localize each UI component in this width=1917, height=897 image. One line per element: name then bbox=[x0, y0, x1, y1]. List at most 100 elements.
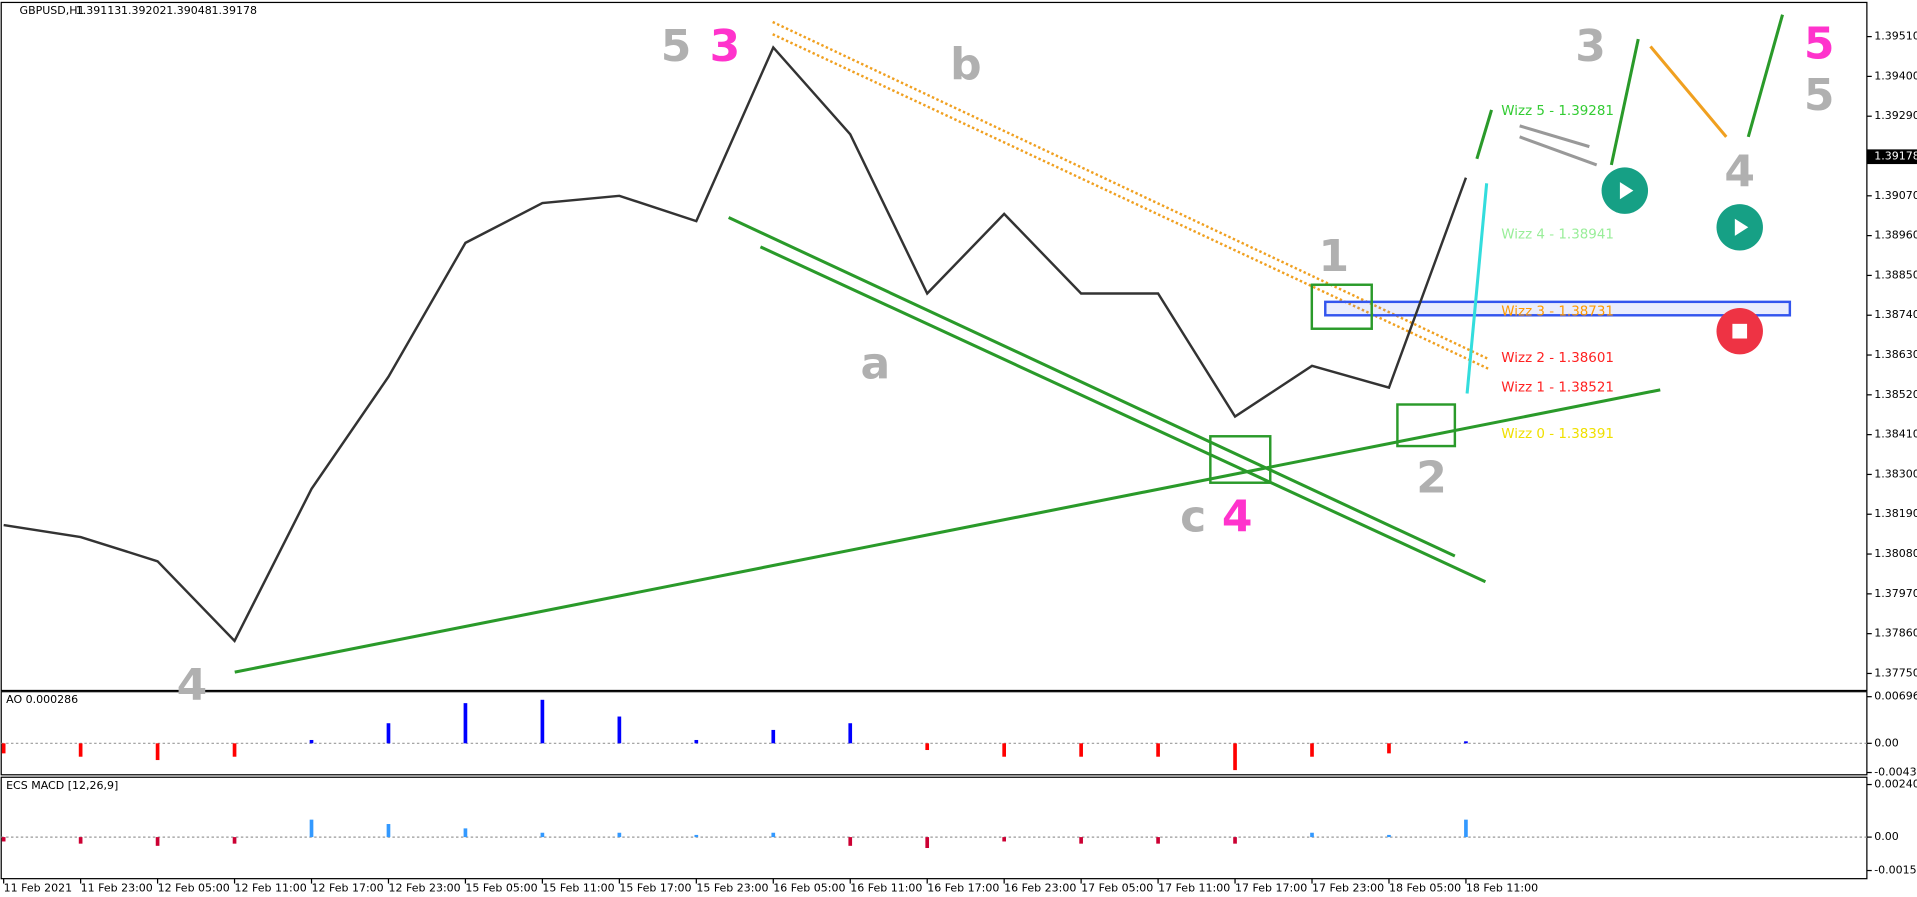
bar bbox=[78, 743, 83, 757]
y-tick-label: 1.37860 bbox=[1874, 627, 1917, 640]
drawings bbox=[234, 14, 1792, 674]
level-label: Wizz 1 - 1.38521 bbox=[1501, 380, 1614, 395]
y-tick-label: 1.39290 bbox=[1874, 109, 1917, 122]
arrow bbox=[1475, 109, 1494, 160]
price-line bbox=[3, 45, 1468, 643]
y-tick-label: 1.38410 bbox=[1874, 428, 1917, 441]
x-tick-label: 16 Feb 17:00 bbox=[927, 881, 999, 894]
bar bbox=[1156, 837, 1160, 844]
wave-label: a bbox=[861, 339, 891, 390]
x-tick-label: 17 Feb 23:00 bbox=[1312, 881, 1384, 894]
bar bbox=[1464, 741, 1468, 744]
current-price-label: 1.39178 bbox=[1874, 150, 1917, 163]
y-tick-label: 1.39510 bbox=[1874, 30, 1917, 43]
trendline bbox=[728, 216, 1456, 558]
wave-label: 4 bbox=[1724, 147, 1755, 198]
bar bbox=[540, 832, 545, 838]
y-tick-label: 0.00 bbox=[1874, 736, 1899, 749]
y-tick-label: -0.004361 bbox=[1874, 766, 1917, 779]
y-tick-label: 1.38630 bbox=[1874, 348, 1917, 361]
ao-pane bbox=[0, 691, 1868, 776]
y-tick-label: 1.38190 bbox=[1874, 507, 1917, 520]
y-tick-label: 0.0024092 bbox=[1874, 778, 1917, 791]
x-tick-label: 17 Feb 11:00 bbox=[1158, 881, 1230, 894]
macd-pane bbox=[0, 776, 1868, 880]
level-label: Wizz 4 - 1.38941 bbox=[1501, 228, 1614, 243]
y-tick-label: 1.38960 bbox=[1874, 229, 1917, 242]
x-tick-label: 16 Feb 05:00 bbox=[773, 881, 845, 894]
play-icon bbox=[1734, 218, 1749, 236]
bar bbox=[1079, 743, 1083, 757]
bar bbox=[463, 703, 468, 744]
arrow bbox=[1519, 135, 1598, 167]
bar bbox=[694, 739, 699, 744]
bar bbox=[232, 837, 237, 844]
arrow bbox=[1609, 38, 1640, 166]
bar bbox=[617, 832, 622, 838]
bar bbox=[848, 723, 853, 744]
box bbox=[1310, 283, 1373, 330]
box bbox=[1209, 435, 1272, 484]
bar bbox=[1233, 743, 1237, 771]
x-tick-label: 16 Feb 11:00 bbox=[850, 881, 922, 894]
x-tick-label: 12 Feb 23:00 bbox=[388, 881, 460, 894]
y-tick-label: 1.38740 bbox=[1874, 308, 1917, 321]
x-tick-label: 12 Feb 05:00 bbox=[158, 881, 230, 894]
stop-icon bbox=[1732, 323, 1748, 339]
current-price-box bbox=[1866, 149, 1917, 165]
y-tick-label: -0.0015323 bbox=[1874, 864, 1917, 877]
wave-label: 3 bbox=[710, 21, 741, 72]
bar bbox=[309, 819, 314, 838]
quote-close: 1.39178 bbox=[212, 4, 258, 17]
bar bbox=[1002, 743, 1006, 757]
zone bbox=[1324, 300, 1792, 317]
bar bbox=[1156, 743, 1160, 757]
play-icon bbox=[1619, 182, 1634, 200]
arrow bbox=[1465, 183, 1489, 394]
y-tick-label: 1.38300 bbox=[1874, 467, 1917, 480]
arrow bbox=[1746, 14, 1784, 138]
arrow bbox=[1519, 124, 1590, 149]
bar bbox=[309, 739, 314, 744]
bar bbox=[694, 834, 699, 838]
ao-title: AO 0.000286 bbox=[6, 693, 78, 706]
bar bbox=[1387, 743, 1391, 754]
x-tick-label: 16 Feb 23:00 bbox=[1004, 881, 1076, 894]
bar bbox=[771, 729, 776, 744]
x-tick-label: 18 Feb 11:00 bbox=[1466, 881, 1538, 894]
bar bbox=[1079, 837, 1083, 844]
y-tick-label: 1.39400 bbox=[1874, 69, 1917, 82]
bar bbox=[386, 824, 391, 838]
bar bbox=[1310, 743, 1314, 757]
wave-label: 4 bbox=[1222, 491, 1253, 542]
x-tick-label: 15 Feb 11:00 bbox=[542, 881, 614, 894]
level-label: Wizz 2 - 1.38601 bbox=[1501, 351, 1614, 366]
bar bbox=[925, 743, 930, 751]
y-tick-label: 1.38520 bbox=[1874, 388, 1917, 401]
frames bbox=[0, 1, 1868, 880]
level-label: Wizz 3 - 1.38731 bbox=[1501, 305, 1614, 320]
bar bbox=[1, 837, 6, 842]
quote-low: 1.39048 bbox=[166, 4, 212, 17]
bar bbox=[1233, 837, 1237, 844]
box bbox=[1396, 403, 1457, 448]
y-tick-label: 1.39070 bbox=[1874, 189, 1917, 202]
x-tick-label: 11 Feb 23:00 bbox=[81, 881, 153, 894]
x-tick-label: 15 Feb 23:00 bbox=[696, 881, 768, 894]
y-tick-label: 0.006964 bbox=[1874, 690, 1917, 703]
wave-label: c bbox=[1180, 491, 1206, 542]
bar bbox=[1387, 834, 1391, 838]
y-tick-label: 1.38850 bbox=[1874, 268, 1917, 281]
wave-label: 3 bbox=[1575, 21, 1606, 72]
x-tick-label: 17 Feb 05:00 bbox=[1081, 881, 1153, 894]
x-tick-label: 15 Feb 05:00 bbox=[465, 881, 537, 894]
symbol: GBPUSD,H1 bbox=[20, 4, 85, 17]
bar bbox=[1002, 837, 1006, 842]
bar bbox=[155, 743, 160, 761]
wave-label: 5 bbox=[661, 21, 692, 72]
x-tick-label: 11 Feb 2021 bbox=[4, 881, 72, 894]
wave-label: 5 bbox=[1804, 70, 1835, 121]
